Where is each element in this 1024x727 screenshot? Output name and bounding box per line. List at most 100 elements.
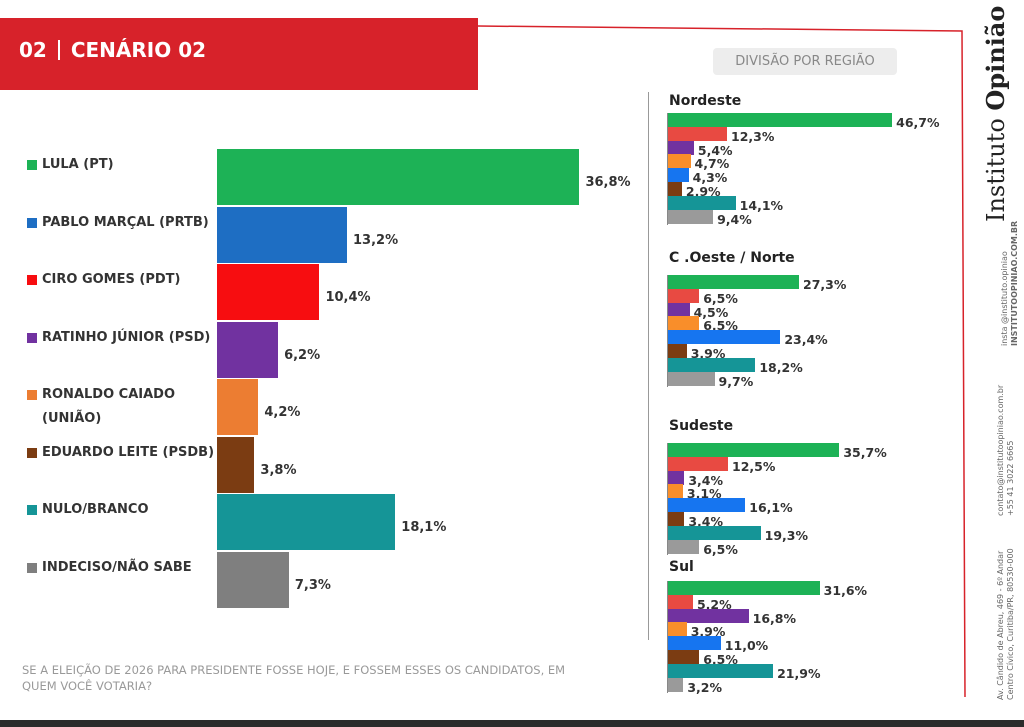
region-bar bbox=[668, 302, 690, 317]
region-title: C .Oeste / Norte bbox=[669, 250, 795, 266]
bar-8 bbox=[217, 551, 289, 608]
contact-info: contato@institutoopiniao.com.br +55 41 3… bbox=[996, 385, 1016, 516]
candidate-label: LULA (PT) bbox=[42, 153, 114, 177]
region-bar bbox=[668, 126, 728, 141]
region-bar bbox=[668, 663, 774, 678]
candidate-label-line: NULO/BRANCO bbox=[42, 502, 149, 517]
candidate-label-line: LULA (PT) bbox=[42, 157, 114, 172]
region-value-label: 6,5% bbox=[703, 318, 738, 334]
region-bar bbox=[668, 168, 689, 183]
region-value-label: 9,7% bbox=[718, 373, 754, 389]
legend-swatch bbox=[27, 160, 37, 170]
region-bar bbox=[668, 288, 700, 303]
legend-swatch bbox=[27, 562, 37, 573]
region-bar bbox=[668, 357, 756, 372]
region-bar bbox=[668, 316, 700, 331]
region-title: Sul bbox=[669, 559, 694, 575]
value-label: 4,2% bbox=[264, 405, 301, 420]
survey-question: SE A ELEIÇÃO DE 2026 PARA PRESIDENTE FOS… bbox=[22, 663, 566, 693]
scenario-title: CENÁRIO 02 bbox=[70, 38, 207, 62]
region-title: Sudeste bbox=[669, 418, 734, 434]
candidate-label-line: (UNIÃO) bbox=[42, 411, 102, 426]
value-label: 7,3% bbox=[294, 577, 331, 593]
region-bar bbox=[668, 140, 694, 155]
region-value-label: 3,4% bbox=[688, 514, 723, 529]
value-label: 3,8% bbox=[260, 462, 297, 478]
region-value-label: 12,5% bbox=[732, 458, 776, 474]
legend-swatch bbox=[27, 505, 37, 515]
brand-logo: Instituto Opinião bbox=[981, 6, 1010, 222]
region-value-label: 19,3% bbox=[764, 527, 808, 543]
candidate-label: RONALDO CAIADO (UNIÃO) bbox=[42, 383, 175, 431]
region-value-label: 3,2% bbox=[687, 679, 723, 695]
region-value-label: 3,9% bbox=[690, 624, 726, 640]
region-axis bbox=[667, 275, 668, 388]
candidate-label-line: RONALDO CAIADO bbox=[42, 387, 175, 402]
region-value-label: 11,0% bbox=[724, 638, 769, 654]
legend-swatch bbox=[27, 332, 37, 343]
region-bar bbox=[668, 677, 684, 692]
region-bar bbox=[668, 344, 687, 358]
address-line-2: Centro Cívico, Curitiba/PR, 80530-000 bbox=[1006, 548, 1015, 700]
legend-swatch bbox=[27, 217, 37, 228]
region-bar bbox=[668, 371, 715, 386]
address-line-1: Av. Cândido de Abreu, 469 - 6º Andar bbox=[996, 550, 1005, 700]
brand-bold: Opinião bbox=[981, 5, 1010, 111]
value-label: 36,8% bbox=[585, 175, 631, 190]
bar-5 bbox=[217, 379, 259, 435]
region-value-label: 3,4% bbox=[688, 472, 723, 488]
region-division-badge: DIVISÃO POR REGIÃO bbox=[713, 48, 897, 75]
region-bar bbox=[668, 182, 682, 196]
region-value-label: 6,5% bbox=[703, 290, 738, 306]
column-divider bbox=[648, 92, 649, 640]
region-bar bbox=[668, 484, 683, 499]
region-value-label: 6,5% bbox=[703, 652, 738, 667]
candidate-label-line: INDECISO/NÃO SABE bbox=[42, 559, 192, 575]
website-link: INSTITUTOOPINIAO.COM.BR bbox=[1010, 220, 1019, 346]
candidate-label: NULO/BRANCO bbox=[42, 498, 149, 522]
contact-address: Av. Cândido de Abreu, 469 - 6º Andar Cen… bbox=[996, 548, 1016, 700]
region-bar bbox=[668, 512, 685, 526]
legend-swatch bbox=[27, 275, 37, 285]
region-bar bbox=[668, 470, 685, 485]
value-label: 18,1% bbox=[401, 520, 447, 535]
region-value-label: 4,5% bbox=[693, 304, 729, 320]
region-bar bbox=[668, 154, 691, 169]
region-bar bbox=[668, 581, 820, 595]
region-value-label: 16,8% bbox=[752, 610, 796, 626]
region-bar bbox=[668, 275, 800, 289]
region-bar bbox=[668, 498, 746, 513]
bar-6 bbox=[217, 436, 255, 493]
page-title: 02 CENÁRIO 02 bbox=[19, 38, 206, 62]
legend-swatch bbox=[27, 390, 37, 400]
region-value-label: 14,1% bbox=[739, 197, 784, 213]
region-value-label: 3,9% bbox=[690, 346, 726, 361]
region-bar bbox=[668, 209, 714, 224]
instagram-handle: insta @instituto.opiniao bbox=[1000, 251, 1009, 346]
region-bar bbox=[668, 650, 700, 664]
candidate-label: PABLO MARÇAL (PRTB) bbox=[42, 211, 209, 235]
value-label: 6,2% bbox=[284, 347, 321, 363]
region-axis bbox=[667, 581, 668, 694]
candidate-label-line: EDUARDO LEITE (PSDB) bbox=[42, 444, 215, 460]
region-value-label: 4,3% bbox=[692, 170, 728, 186]
region-value-label: 27,3% bbox=[803, 277, 847, 292]
region-value-label: 9,4% bbox=[717, 211, 752, 227]
contact-social: insta @instituto.opiniao INSTITUTOOPINIA… bbox=[1000, 221, 1020, 346]
region-value-label: 18,2% bbox=[759, 359, 803, 375]
region-value-label: 46,7% bbox=[896, 115, 940, 130]
region-bar bbox=[668, 608, 749, 623]
region-bar bbox=[668, 636, 721, 651]
region-bar bbox=[668, 443, 840, 457]
region-bar bbox=[668, 195, 736, 210]
region-value-label: 12,3% bbox=[731, 128, 775, 144]
region-value-label: 3,1% bbox=[686, 486, 722, 502]
candidate-label-line: RATINHO JÚNIOR (PSD) bbox=[42, 329, 211, 345]
header-banner bbox=[0, 18, 478, 90]
region-value-label: 6,5% bbox=[703, 541, 738, 557]
region-value-label: 35,7% bbox=[843, 445, 887, 460]
bar-2 bbox=[217, 206, 348, 263]
region-bar bbox=[668, 525, 761, 540]
candidate-label-line: PABLO MARÇAL (PRTB) bbox=[42, 214, 209, 230]
region-bar bbox=[668, 594, 693, 609]
